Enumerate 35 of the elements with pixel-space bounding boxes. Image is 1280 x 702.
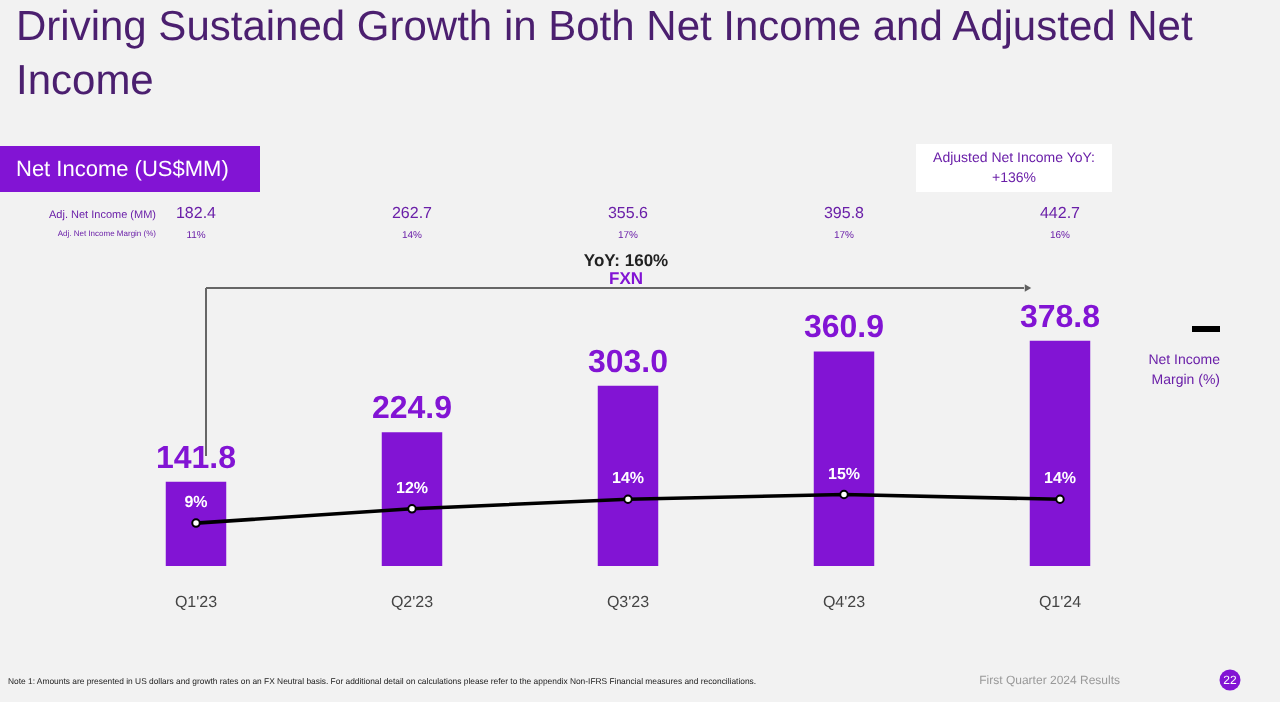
x-tick-label: Q1'23 [174,593,219,611]
data-label: 14% [1043,469,1077,488]
bar [165,481,227,566]
chart-subtitle: Net Income (US$MM) [16,158,229,182]
text: 395.8 [823,204,866,222]
data-label: 9% [184,493,208,512]
bar [381,432,443,566]
point [191,518,201,528]
text: 182.4 [175,204,218,222]
bar [597,385,659,566]
data-label: 14% [611,469,645,488]
text: YoY: 160% [583,250,670,270]
data-label: 12% [395,478,429,497]
data-label: 224.9 [371,392,453,427]
point [623,494,633,504]
data-label: 15% [827,464,861,483]
text: Income [16,58,154,104]
data-label: 303.0 [587,345,669,380]
text: Driving Sustained Growth in Both Net Income and Adjusted Net [16,4,1193,50]
x-tick-label: Q2'23 [390,593,435,611]
text: 442.7 [1039,204,1082,222]
data-label: 378.8 [1019,300,1101,335]
point [407,504,417,514]
x-tick-label: Q4'23 [822,593,867,611]
text: 262.7 [391,204,434,222]
point [1055,494,1065,504]
bar [1029,340,1091,566]
x-tick-label: Q1'24 [1038,593,1083,611]
text: 355.6 [607,204,650,222]
point [839,489,849,500]
text: FXN [609,268,643,288]
bar [813,351,875,566]
x-tick-label: Q3'23 [606,593,651,611]
data-label: 141.8 [155,441,237,476]
data-label: 360.9 [803,311,885,346]
